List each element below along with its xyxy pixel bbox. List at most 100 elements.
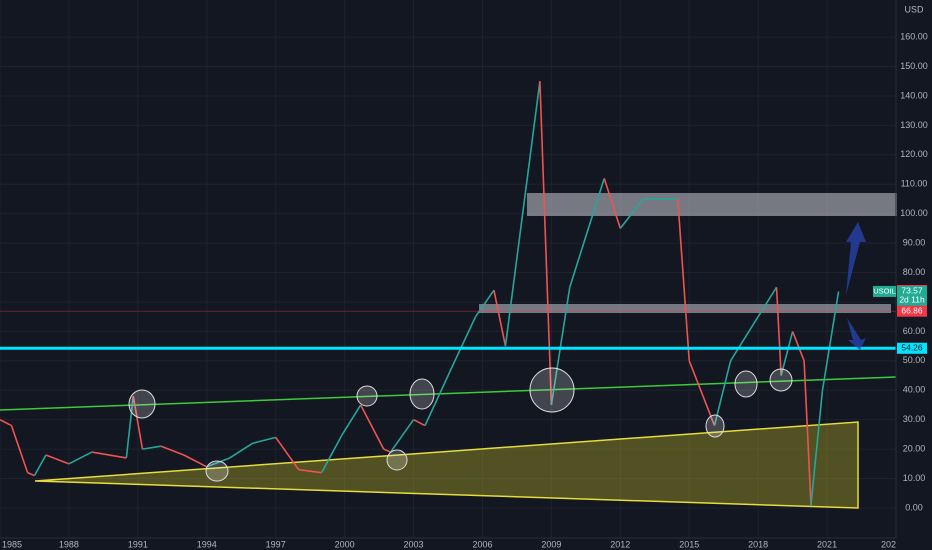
price-segment [603, 178, 622, 229]
price-badge [897, 285, 927, 306]
circle [769, 368, 793, 392]
price-segment [803, 360, 812, 506]
y-tick-label: 120.00 [900, 149, 928, 159]
price-segment [0, 418, 12, 427]
circle [205, 460, 229, 482]
countdown-label: 2d 11h [899, 295, 925, 305]
price-badge [897, 342, 927, 354]
circle [128, 389, 156, 419]
arrow-down [847, 318, 866, 350]
x-tick-label: 1997 [266, 539, 286, 549]
y-tick-label: 130.00 [900, 120, 928, 130]
circles [128, 367, 793, 482]
price-segment [413, 418, 426, 427]
x-tick-label: 1988 [59, 539, 79, 549]
price-segment [160, 445, 185, 456]
price-segment [229, 442, 254, 459]
x-tick-label: 2015 [679, 539, 699, 549]
price-segment [504, 81, 541, 347]
price-segment [91, 451, 127, 459]
price-segment [383, 448, 391, 453]
symbol-label: USOIL [873, 286, 896, 295]
price-segment [729, 286, 778, 362]
grid [0, 0, 897, 538]
y-tick-label: 80.00 [903, 267, 926, 277]
price-segment [688, 360, 716, 426]
price-badge-label: 66.86 [901, 305, 923, 315]
arrow-up [846, 222, 866, 295]
triangle-drawing [34, 421, 859, 509]
price-segment [33, 454, 47, 476]
price-segment [474, 289, 495, 318]
y-tick-label: 50.00 [903, 355, 926, 365]
price-segment [252, 436, 276, 445]
axis: 0.0010.0020.0030.0040.0050.0060.0070.008… [2, 31, 928, 549]
zone [527, 193, 897, 216]
y-tick-label: 90.00 [903, 237, 926, 247]
price-segment [45, 454, 70, 465]
x-tick-label: 1994 [197, 539, 217, 549]
y-tick-label: 60.00 [903, 326, 926, 336]
x-tick-label: 1991 [128, 539, 148, 549]
price-segment [676, 198, 691, 361]
y-tick-label: 110.00 [901, 179, 928, 189]
x-tick-label: 2003 [404, 539, 424, 549]
price-segment [810, 390, 824, 506]
price-segment [275, 436, 300, 471]
price-segment [550, 287, 571, 406]
price-series [0, 81, 896, 506]
circle [409, 378, 435, 410]
y-tick-label: 160.00 [900, 31, 928, 41]
price-segment [132, 396, 144, 450]
x-tick-label: 2000 [335, 539, 355, 549]
price-badge-label: 73.57 [901, 286, 923, 296]
price-segment [206, 457, 231, 468]
price-segment [183, 454, 208, 468]
price-badge [897, 305, 927, 317]
symbol-badge [873, 285, 896, 297]
circle [705, 414, 725, 438]
x-tick-label: 2021 [817, 539, 837, 549]
y-tick-label: 150.00 [900, 61, 928, 71]
price-segment [780, 331, 794, 376]
price-segment [125, 396, 135, 459]
price-segment [320, 434, 344, 474]
y-tick-label: 100.00 [900, 208, 928, 218]
trend-line [0, 376, 897, 411]
price-segment [68, 451, 93, 465]
y-tick-label: 40.00 [903, 385, 926, 395]
price-segment [142, 445, 161, 450]
x-tick-label: 2018 [748, 539, 768, 549]
price-segment [359, 404, 385, 450]
price-segment [454, 316, 477, 362]
price-segment [27, 471, 35, 477]
circle [386, 449, 408, 471]
y-tick-label: 0.00 [905, 502, 923, 512]
circle [529, 367, 575, 413]
price-segment [569, 178, 605, 288]
price-segment [10, 425, 29, 473]
x-tick-label: 202 [881, 539, 896, 549]
price-segment [791, 331, 805, 362]
price-segment [298, 468, 322, 474]
y-tick-label: 20.00 [903, 443, 926, 453]
price-segment [493, 290, 507, 347]
y-tick-label: 10.00 [903, 473, 926, 483]
circle [356, 385, 378, 407]
x-tick-label: 2012 [610, 539, 630, 549]
price-segment [619, 198, 644, 229]
price-segment [389, 419, 415, 453]
price-segment [821, 291, 840, 391]
x-tick-label: 2009 [541, 539, 561, 549]
circle [734, 370, 758, 398]
x-tick-label: 1985 [2, 539, 22, 549]
price-segment [424, 360, 456, 426]
price-segment [775, 287, 782, 376]
axis-label: USD [904, 4, 924, 14]
price-segment [539, 81, 553, 405]
price-segment [341, 404, 362, 435]
y-tick-label: 140.00 [900, 90, 928, 100]
x-tick-label: 2006 [472, 539, 492, 549]
y-tick-label: 30.00 [903, 414, 926, 424]
